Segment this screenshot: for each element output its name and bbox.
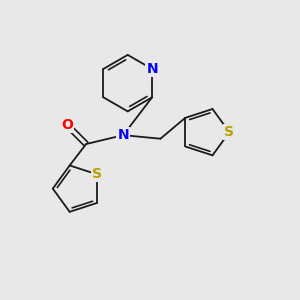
Text: N: N (117, 128, 129, 142)
Text: S: S (224, 125, 234, 139)
Text: O: O (61, 118, 73, 132)
Text: S: S (92, 167, 102, 181)
Text: N: N (146, 62, 158, 76)
